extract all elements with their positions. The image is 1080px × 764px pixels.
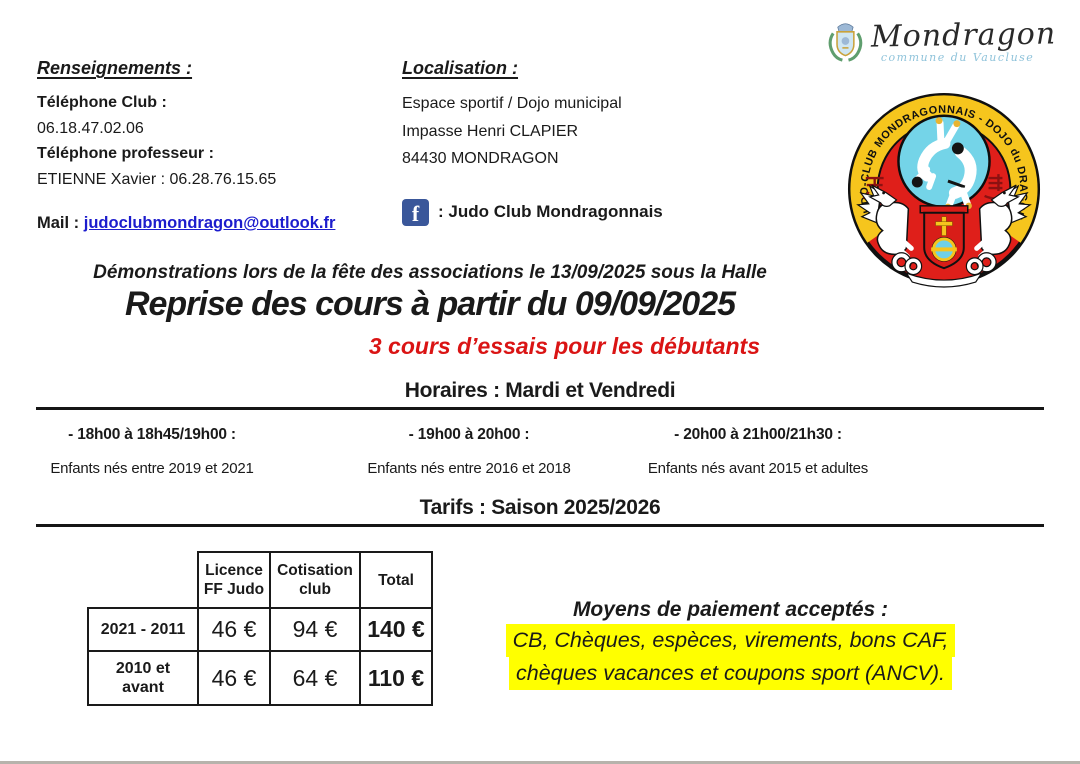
ribbon-icon (904, 271, 984, 288)
horaires-rule (36, 407, 1044, 410)
tarifs-title: Tarifs : Saison 2025/2026 (419, 496, 661, 519)
col-header-total: Total (359, 551, 433, 609)
location-line3: 84430 MONDRAGON (402, 150, 559, 167)
payment-line2: chèques vacances et coupons sport (ANCV)… (508, 657, 953, 690)
commune-logo: Mondragon commune du Vaucluse (824, 12, 1056, 70)
slot-2: - 19h00 à 20h00 : Enfants nés entre 2016… (338, 426, 600, 477)
col-header-cotisation: Cotisation club (269, 551, 361, 609)
headline-reprise: Reprise des cours à partir du 09/09/2025 (124, 285, 736, 323)
shield-icon (919, 205, 969, 270)
row-1-cotisation: 94 € (269, 607, 361, 652)
slot-1-desc: Enfants nés entre 2019 et 2021 (50, 460, 254, 477)
row-1-total: 140 € (359, 607, 433, 652)
page-bottom-edge (0, 761, 1080, 764)
tarifs-rule (36, 524, 1044, 527)
slot-3-time: - 20h00 à 21h00/21h30 : (674, 426, 842, 443)
facebook-row: f : Judo Club Mondragonnais (402, 198, 732, 226)
slot-1: - 18h00 à 18h45/19h00 : Enfants nés entr… (18, 426, 286, 477)
facebook-label: : Judo Club Mondragonnais (438, 202, 663, 221)
horaires-title: Horaires : Mardi et Vendredi (404, 379, 676, 402)
phone-prof-label: Téléphone professeur : (37, 145, 214, 162)
contact-heading: Renseignements : (37, 58, 193, 78)
phone-club-label: Téléphone Club : (37, 94, 167, 111)
headline-essais: 3 cours d’essais pour les débutants (368, 333, 760, 359)
judoka-figures-icon (911, 117, 977, 210)
mail-link[interactable]: judoclubmondragon@outlook.fr (83, 214, 336, 232)
phone-club-number: 06.18.47.02.06 (37, 119, 144, 137)
slot-3-desc: Enfants nés avant 2015 et adultes (647, 460, 869, 477)
commune-crest-icon (828, 23, 863, 62)
slot-3: - 20h00 à 21h00/21h30 : Enfants nés avan… (612, 426, 904, 477)
row-1-licence: 46 € (197, 607, 271, 652)
slot-2-desc: Enfants nés entre 2016 et 2018 (367, 460, 571, 477)
table-row: 2010 et avant 46 € 64 € 110 € (87, 650, 433, 706)
row-1-label: 2021 - 2011 (87, 607, 199, 652)
payment-heading: Moyens de paiement acceptés : (572, 598, 889, 621)
club-badge: JUDO-CLUB MONDRAGONNAIS - DOJO du DRAGON (845, 90, 1043, 293)
row-2-licence: 46 € (197, 650, 271, 706)
payment-line1: CB, Chèques, espèces, virements, bons CA… (505, 624, 956, 657)
col-header-licence: Licence FF Judo (197, 551, 271, 609)
table-corner-cell (88, 552, 198, 608)
price-table: Licence FF Judo Cotisation club Total 20… (87, 551, 433, 706)
table-row: 2021 - 2011 46 € 94 € 140 € (87, 607, 433, 652)
mail-row: Mail : judoclubmondragon@outlook.fr (37, 214, 377, 233)
commune-name: Mondragon (870, 16, 1057, 55)
kanji-right-icon (984, 174, 1007, 200)
commune-subtitle: commune du Vaucluse (880, 51, 1035, 64)
row-2-total: 110 € (359, 650, 433, 706)
phone-prof-value: ETIENNE Xavier : 06.28.76.15.65 (37, 170, 277, 188)
headline-demo: Démonstrations lors de la fête des assoc… (93, 262, 767, 283)
slot-1-time: - 18h00 à 18h45/19h00 : (68, 426, 236, 443)
location-line2: Impasse Henri CLAPIER (402, 122, 579, 140)
mail-label: Mail : (37, 214, 84, 232)
club-badge-icon: JUDO-CLUB MONDRAGONNAIS - DOJO du DRAGON (847, 92, 1041, 288)
slot-2-time: - 19h00 à 20h00 : (408, 426, 530, 443)
row-2-cotisation: 64 € (269, 650, 361, 706)
location-heading: Localisation : (402, 58, 519, 78)
facebook-icon: f (402, 198, 429, 226)
row-2-label: 2010 et avant (87, 650, 199, 706)
location-line1: Espace sportif / Dojo municipal (402, 95, 622, 112)
payment-block: Moyens de paiement acceptés : CB, Chèque… (478, 598, 983, 690)
contact-block: Renseignements : Téléphone Club : 06.18.… (37, 58, 377, 233)
dragon-left-icon (856, 184, 923, 276)
location-block: Localisation : Espace sportif / Dojo mun… (402, 58, 732, 226)
